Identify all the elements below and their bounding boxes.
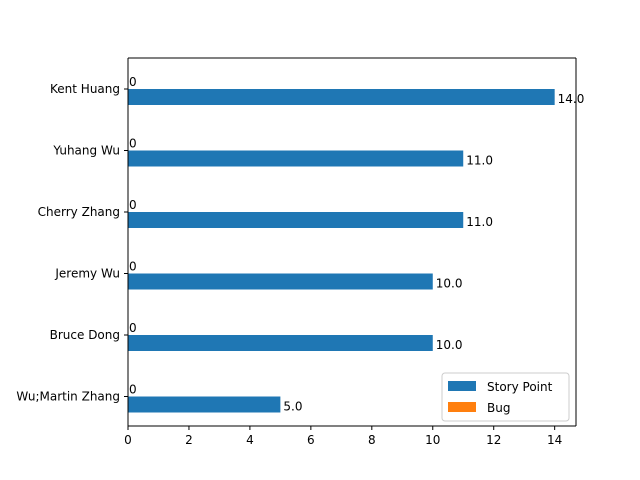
x-tick-label: 2 [185, 433, 193, 447]
legend-label: Bug [487, 401, 510, 415]
bug-bar-label: 0 [129, 75, 137, 89]
story-point-bar [128, 89, 555, 105]
plot-background [128, 58, 576, 426]
story-point-bar [128, 396, 281, 413]
y-tick-label: Jeremy Wu [54, 267, 120, 281]
story-point-bar-label: 11.0 [466, 215, 493, 229]
bug-bar-label: 0 [129, 260, 137, 274]
bug-bar-label: 0 [129, 137, 137, 151]
y-tick-label: Cherry Zhang [38, 205, 120, 219]
y-tick-label: Bruce Dong [50, 328, 120, 342]
x-tick-label: 14 [547, 433, 562, 447]
story-point-bar-label: 11.0 [466, 154, 493, 168]
bug-bar-label: 0 [129, 198, 137, 212]
x-tick-label: 10 [425, 433, 440, 447]
bug-bar-label: 0 [129, 321, 137, 335]
bug-bar-label: 0 [129, 383, 137, 397]
y-tick-label: Wu;Martin Zhang [16, 390, 120, 404]
story-point-bar [128, 273, 433, 290]
x-tick-label: 12 [486, 433, 501, 447]
legend: Story Point Bug [441, 372, 570, 422]
y-tick-label: Yuhang Wu [52, 144, 120, 158]
y-axis: Kent Huang Yuhang Wu Cherry Zhang Jeremy Wu… [16, 82, 128, 404]
story-point-bar-label: 10.0 [436, 338, 463, 352]
story-point-bar-label: 10.0 [436, 277, 463, 291]
x-axis: 0 2 4 6 8 10 12 14 [124, 426, 562, 447]
story-point-bar-label: 5.0 [283, 400, 302, 414]
legend-swatch [448, 402, 476, 412]
y-tick-label: Kent Huang [50, 82, 120, 96]
legend-swatch [448, 381, 476, 391]
x-tick-label: 0 [124, 433, 132, 447]
x-tick-label: 8 [368, 433, 376, 447]
story-point-bar [128, 150, 464, 167]
story-point-bar [128, 212, 464, 228]
story-point-bar [128, 335, 433, 351]
x-tick-label: 4 [246, 433, 254, 447]
x-tick-label: 6 [307, 433, 315, 447]
story-point-bar-label: 14.0 [558, 92, 585, 106]
legend-label: Story Point [487, 380, 553, 394]
plot-area: 14.0 0 11.0 0 11.0 0 10.0 0 10.0 0 5.0 0 [127, 57, 585, 427]
